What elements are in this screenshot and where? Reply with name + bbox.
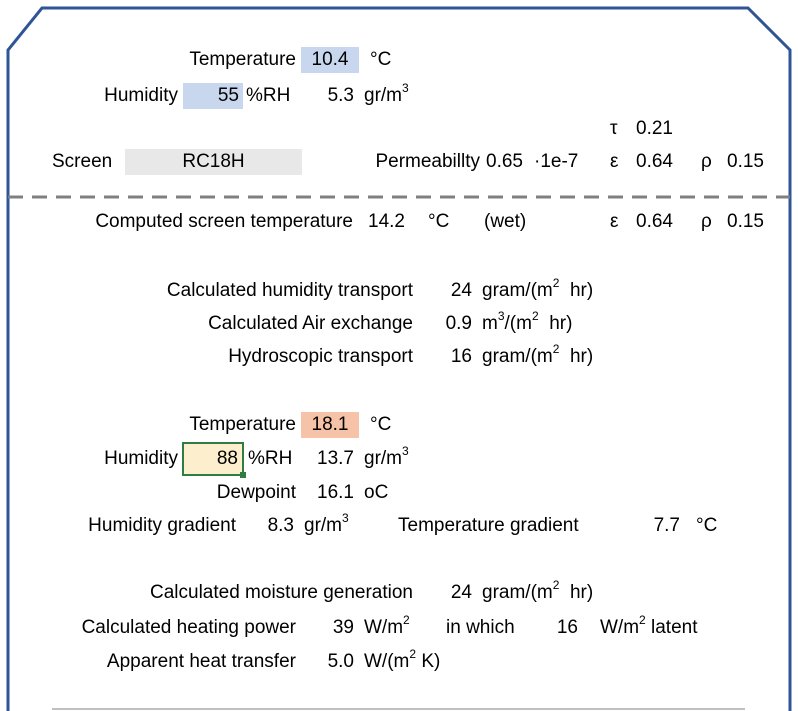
permeability-value: 0.65 [486,151,523,172]
humidity-transport-unit: gram/(m2 hr) [482,275,594,301]
hydroscopic-transport-label: Hydroscopic transport [228,346,413,367]
outside-absolute-humidity: 5.3 [327,85,354,106]
inside-humidity-value: 88 [216,448,238,469]
screen-type-input[interactable]: RC18H [125,149,302,175]
temperature-gradient-label: Temperature gradient [398,515,579,536]
computed-rho-value: 0.15 [727,211,764,232]
rho-value: 0.15 [727,151,764,172]
outside-humidity-input[interactable]: 55 [183,83,243,109]
heating-power-unit: W/m2 [364,612,410,638]
computed-epsilon-symbol: ε [610,211,619,232]
fill-handle[interactable] [240,472,246,478]
screen-temperature-value: 14.2 [368,211,405,232]
inside-temperature-input[interactable]: 18.1 [301,412,359,438]
latent-value: 16 [556,617,578,638]
wet-indicator: (wet) [484,211,527,232]
inside-humidity-label: Humidity [104,448,178,469]
permeability-unit: ·1e-7 [534,151,579,172]
temperature-gradient-unit: °C [696,515,718,536]
permeability-label: Permeabillty [375,151,480,172]
inside-humidity-unit: %RH [248,448,293,469]
air-exchange-value: 0.9 [445,313,472,334]
heating-power-value: 39 [332,617,354,638]
epsilon-symbol: ε [610,151,619,172]
outside-temperature-input[interactable]: 10.4 [301,47,359,73]
screen-label: Screen [52,151,113,172]
computed-epsilon-value: 0.64 [636,211,673,232]
outside-temperature-unit: °C [370,49,392,70]
inside-absolute-humidity: 13.7 [317,448,354,469]
hydroscopic-transport-value: 16 [450,346,472,367]
air-exchange-unit: m3/(m2 hr) [482,308,573,334]
inside-temperature-unit: °C [370,414,392,435]
air-exchange-label: Calculated Air exchange [208,313,413,334]
inside-absolute-humidity-unit: gr/m3 [364,443,409,469]
outside-temperature-label: Temperature [189,49,296,70]
moisture-generation-label: Calculated moisture generation [150,582,413,603]
dewpoint-label: Dewpoint [216,482,296,503]
moisture-generation-unit: gram/(m2 hr) [482,577,594,603]
heat-transfer-label: Apparent heat transfer [106,651,296,672]
outside-humidity-unit: %RH [246,85,291,106]
computed-rho-symbol: ρ [701,211,712,232]
moisture-generation-value: 24 [450,582,472,603]
inside-temperature-label: Temperature [189,414,296,435]
latent-unit: W/m2 latent [600,612,698,638]
temperature-gradient-value: 7.7 [653,515,680,536]
screen-temperature-unit: °C [428,211,450,232]
screen-temperature-label: Computed screen temperature [95,211,353,232]
inside-humidity-input[interactable]: 88 [182,442,246,478]
hydroscopic-transport-unit: gram/(m2 hr) [482,341,594,367]
tau-symbol: τ [610,118,618,139]
heat-transfer-unit: W/(m2 K) [364,646,441,672]
heat-transfer-value: 5.0 [327,651,354,672]
dewpoint-value: 16.1 [317,482,354,503]
humidity-transport-label: Calculated humidity transport [166,280,413,301]
rho-symbol: ρ [701,151,712,172]
dewpoint-unit: oC [364,482,389,503]
humidity-transport-value: 24 [450,280,472,301]
humidity-gradient-value: 8.3 [267,515,294,536]
outside-absolute-humidity-unit: gr/m3 [364,80,409,106]
humidity-gradient-unit: gr/m3 [304,510,349,536]
outside-humidity-label: Humidity [104,85,178,106]
tau-value: 0.21 [636,118,673,139]
humidity-gradient-label: Humidity gradient [88,515,236,536]
in-which-label: in which [446,617,515,638]
epsilon-value: 0.64 [636,151,673,172]
heating-power-label: Calculated heating power [81,617,296,638]
